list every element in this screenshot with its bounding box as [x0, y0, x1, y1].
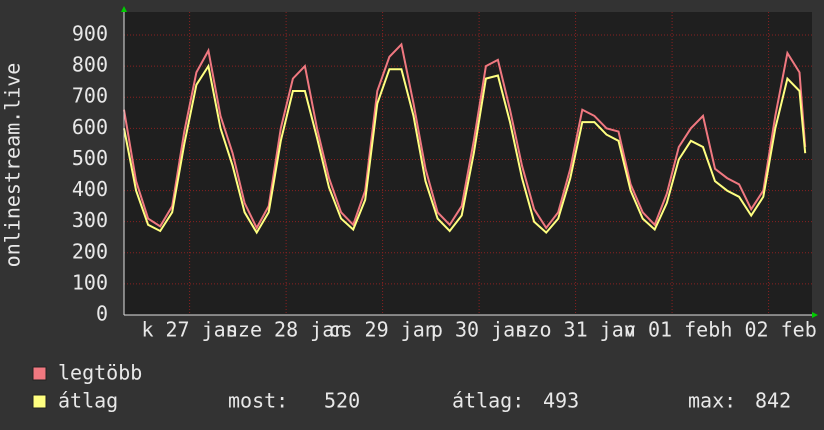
y-tick-label: 500	[72, 146, 108, 170]
x-arrow	[812, 312, 818, 318]
y-tick-label: 300	[72, 208, 108, 232]
stat-label: most:	[228, 389, 288, 413]
legend-label: átlag	[58, 389, 118, 413]
x-tick-label: sze 28 jan	[226, 318, 346, 342]
stat-label: max:	[688, 389, 736, 413]
y-tick-label: 400	[72, 177, 108, 201]
y-tick-label: 800	[72, 53, 108, 77]
stat-label: átlag:	[452, 389, 524, 413]
x-tick-label: k 27 jan	[141, 318, 237, 342]
stat-value: 520	[324, 389, 360, 413]
stat-value: 842	[755, 389, 791, 413]
x-tick-label: h 02 feb	[720, 318, 816, 342]
legend-swatch	[32, 394, 47, 409]
y-tick-label: 0	[96, 302, 108, 326]
x-tick-label: szo 31 jan	[515, 318, 635, 342]
x-tick-label: cs 29 jan	[328, 318, 436, 342]
x-tick-label: p 30 jan	[431, 318, 527, 342]
y-tick-label: 200	[72, 239, 108, 263]
y-axis-label: onlinestream.live	[1, 63, 25, 268]
y-tick-label: 600	[72, 115, 108, 139]
y-arrow	[121, 6, 127, 12]
y-tick-label: 700	[72, 84, 108, 108]
lines	[123, 42, 807, 235]
plot-area	[124, 12, 812, 315]
legend: legtöbb átlag most: 520 átlag: 493 max: 842	[32, 361, 791, 413]
y-tick-label: 100	[72, 270, 108, 294]
y-tick-label: 900	[72, 22, 108, 46]
stat-value: 493	[543, 389, 579, 413]
legend-label: legtöbb	[58, 361, 142, 385]
legend-swatch	[32, 366, 47, 381]
x-tick-label: v 01 feb	[624, 318, 720, 342]
series-line	[123, 63, 807, 235]
series-line	[123, 42, 807, 231]
